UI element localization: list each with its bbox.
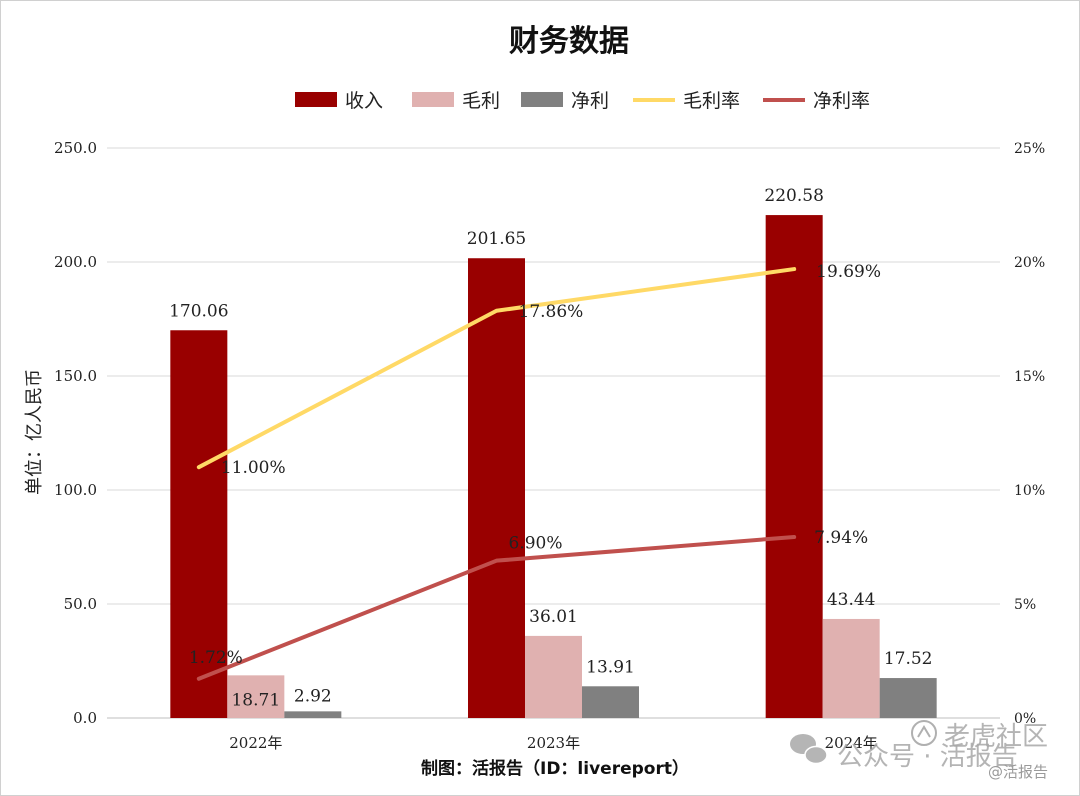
line-series [196,267,797,681]
y2-tick-label: 15% [1014,369,1045,385]
line-label: 6.90% [509,534,563,554]
legend-swatch [412,92,454,107]
y-tick-label: 100.0 [54,481,97,499]
legend-label: 毛利 [462,90,500,112]
x-axis-categories: 2022年 2023年 2024年 [229,734,878,752]
line-净利率 [196,534,797,681]
y2-tick-label: 5% [1014,597,1036,613]
y-axis-left: 0.0 50.0 100.0 150.0 200.0 250.0 [54,139,97,727]
line-label: 11.00% [221,458,286,478]
y-tick-label: 200.0 [54,253,97,271]
y-tick-label: 250.0 [54,139,97,157]
chart-credit: 制图：活报告（ID：livereport） [421,758,689,779]
legend-label: 净利 [571,90,609,112]
bar-收入 [170,330,228,718]
y-tick-label: 150.0 [54,367,97,385]
bar-净利 [582,686,639,718]
line-label: 19.69% [816,262,881,282]
y-axis-label: 单位：亿人民币 [24,369,45,495]
bar-毛利 [227,675,285,718]
watermark-handle: @活报告 [988,763,1048,781]
line-label: 17.86% [519,302,584,322]
watermark: 公众号 · 活报告 老虎社区 @活报告 [790,720,1048,781]
bar-label: 18.71 [231,690,280,710]
y2-tick-label: 10% [1014,483,1045,499]
bar-收入 [765,215,823,718]
bar-label: 201.65 [467,229,526,249]
bar-label: 220.58 [764,186,823,206]
bar-毛利 [822,618,880,718]
y2-tick-label: 0% [1014,711,1036,727]
legend: 收入 毛利 净利 毛利率 净利率 [295,90,870,112]
tiger-community-icon [911,720,937,746]
x-tick-label: 2024年 [825,734,878,752]
legend-label: 毛利率 [683,90,740,112]
bar-label: 13.91 [586,657,635,677]
y2-tick-label: 20% [1014,255,1045,271]
data-labels: 170.06 18.71 2.92 201.65 36.01 13.91 220.58 43.… [169,186,932,710]
y-axis-right: 0% 5% 10% 15% 20% 25% [1014,141,1045,727]
y-tick-label: 0.0 [73,709,97,727]
bar-毛利 [525,635,582,718]
legend-swatch [295,92,337,107]
legend-swatch [521,92,563,107]
y-tick-label: 50.0 [64,595,97,613]
wechat-icon [790,734,828,765]
bar-series [170,215,937,718]
x-tick-label: 2023年 [527,734,580,752]
bar-label: 2.92 [294,686,332,706]
bar-label: 36.01 [529,607,578,627]
line-毛利率 [196,267,797,470]
x-tick-label: 2022年 [229,734,282,752]
watermark-badge: 老虎社区 [944,722,1048,752]
bar-净利 [284,711,342,718]
legend-label: 收入 [345,90,383,112]
bar-收入 [468,258,525,718]
y2-tick-label: 25% [1014,141,1045,157]
line-label: 1.72% [189,648,243,668]
chart-title: 财务数据 [509,24,629,59]
bar-label: 170.06 [169,301,228,321]
legend-label: 净利率 [813,90,870,112]
line-label: 7.94% [814,528,868,548]
bar-label: 17.52 [884,649,933,669]
bar-label: 43.44 [827,590,876,610]
bar-净利 [879,678,937,718]
watermark-text: 公众号 · 活报告 [837,742,1018,772]
